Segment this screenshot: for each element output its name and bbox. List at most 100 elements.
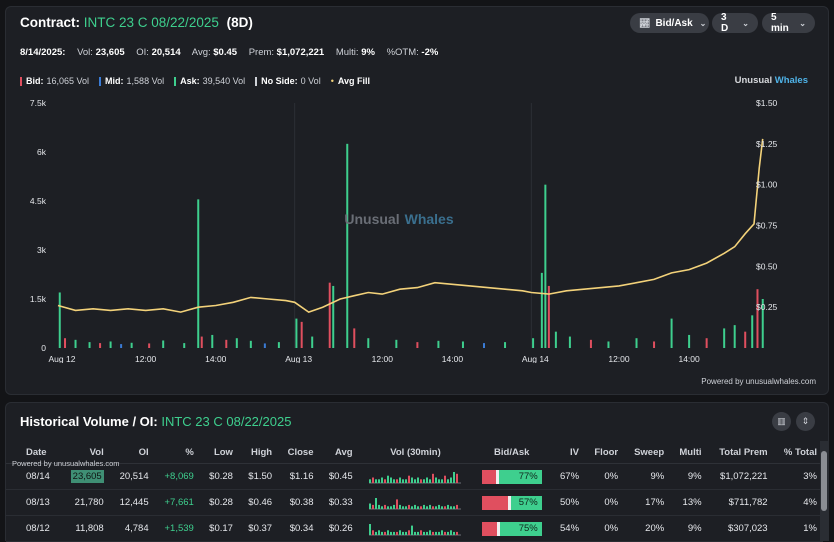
cell-prem: $1,072,221 [707, 463, 774, 490]
volume-avgfill-chart[interactable]: 0 1.5k 3k 4.5k 6k 7.5k $0.25 $0.50 $0.75 $1.00 $1.… [6, 93, 828, 363]
sparkline-bar [372, 504, 375, 509]
sparkline-bar [444, 505, 447, 509]
column-header[interactable]: % [154, 441, 200, 464]
contract-symbol: INTC 23 C 08/22/2025 [83, 15, 219, 30]
cell-oi: 4,784 [109, 515, 155, 542]
cell-total: 3% [773, 463, 823, 490]
table-scrollbar[interactable] [820, 441, 828, 541]
column-header[interactable]: Bid/Ask [472, 441, 552, 464]
column-header[interactable]: Floor [585, 441, 625, 464]
x-axis-tick: 14:00 [678, 354, 700, 363]
column-header[interactable]: Sweep [624, 441, 671, 464]
sparkline-bar [408, 504, 411, 509]
legend-avgfill[interactable]: • Avg Fill [331, 76, 373, 86]
sparkline-bar [432, 531, 435, 535]
sparkline-bar [426, 477, 429, 483]
sort-icon[interactable]: ⇕ [796, 412, 815, 431]
timeframe-dropdown[interactable]: 3 D ⌄ [712, 12, 758, 34]
cell-oi: 12,445 [109, 489, 155, 516]
column-header[interactable]: IV [551, 441, 586, 464]
powered-by[interactable]: Powered by unusualwhales.com [701, 377, 816, 386]
avg-label: Avg: [191, 47, 211, 58]
ask-portion [498, 469, 542, 484]
sparkline-bar [402, 505, 405, 509]
cell-high: $1.50 [238, 463, 279, 490]
noside-vol: 0 Vol [300, 76, 321, 86]
oi-label: OI: [136, 47, 149, 58]
cell-chg: +1,539 [154, 515, 200, 542]
otm-label: %OTM: [386, 47, 419, 58]
stats-avg: $0.45 [213, 47, 238, 58]
volume-bar-ask [367, 338, 370, 348]
sparkline-bar [429, 478, 432, 483]
stats-date: 8/14/2025: [20, 47, 66, 58]
cell-floor: 0% [585, 515, 625, 542]
left-axis-tick: 7.5k [30, 98, 47, 108]
sparkline-bar [423, 531, 426, 535]
legend-mid[interactable]: Mid: 1,588 Vol [99, 76, 164, 86]
volume-bar-bid [744, 331, 747, 348]
historical-volume-panel: Historical Volume / OI: INTC 23 C 08/22/… [5, 402, 829, 542]
column-header[interactable]: Vol (30min) [358, 441, 473, 464]
sparkline-bar [384, 478, 387, 483]
volume-bar-ask [211, 334, 214, 348]
sparkline-bar [453, 505, 456, 509]
day-stats: 8/14/2025: Vol: 23,605 OI: 20,514 Avg: $… [20, 47, 447, 58]
stats-multi: 9% [361, 47, 375, 58]
sparkline-bar [447, 504, 450, 509]
sparkline-bar [381, 477, 384, 483]
cell-low: $0.17 [199, 515, 239, 542]
ask-portion [499, 521, 542, 536]
volume-bar-ask [162, 340, 165, 348]
table-row[interactable]: 08/13 21,780 12,445 +7,661 $0.28 $0.46 $0.38 $0… [6, 489, 823, 516]
sparkline-bar [444, 475, 447, 483]
volume-bar-ask [544, 184, 547, 348]
interval-dropdown[interactable]: 5 min ⌄ [762, 12, 815, 34]
column-header[interactable]: % Total [773, 441, 823, 464]
legend-bid[interactable]: Bid: 16,065 Vol [20, 76, 89, 86]
column-header[interactable]: Date [6, 441, 61, 464]
ask-percent: 57% [518, 496, 538, 508]
column-header[interactable]: Multi [670, 441, 708, 464]
sparkline-bar [432, 473, 435, 483]
highlighted-volume: 23,605 [70, 470, 104, 483]
bid-ask-dropdown[interactable]: 📈︎ Bid/Ask ⌄ [630, 13, 709, 33]
column-header[interactable]: High [238, 441, 279, 464]
legend-ask[interactable]: Ask: 39,540 Vol [174, 76, 245, 86]
ask-percent: 77% [518, 470, 538, 482]
column-header[interactable]: Avg [319, 441, 359, 464]
mid-portion [496, 521, 500, 536]
column-header[interactable]: Low [199, 441, 239, 464]
cell-sweep: 9% [624, 463, 671, 490]
volume-bar-ask [504, 342, 507, 348]
legend-noside[interactable]: No Side: 0 Vol [255, 76, 321, 86]
scrollbar-thumb[interactable] [821, 451, 827, 511]
prem-label: Prem: [248, 47, 275, 58]
volume-bar-bid [64, 338, 67, 348]
table-row[interactable]: 08/12 11,808 4,784 +1,539 $0.17 $0.37 $0.34 $0.… [6, 515, 823, 542]
left-axis-tick: 3k [37, 245, 47, 255]
sparkline-bar [429, 504, 432, 509]
stats-vol: 23,605 [95, 47, 125, 58]
table-header: Date Vol OI% Low High Close Avg Vol (30min) Bid/… [6, 441, 823, 464]
columns-icon[interactable]: ▥ [772, 412, 791, 431]
sparkline-bar [378, 529, 381, 535]
history-label: Historical Volume / OI: [20, 414, 158, 429]
cell-vol: 21,780 [60, 489, 110, 516]
column-header[interactable]: Close [278, 441, 320, 464]
brand-part2: Whales [774, 75, 808, 86]
table-row[interactable]: 08/14 23,605 20,514 +8,069 $0.28 $1.50 $1.16 $0… [6, 463, 823, 490]
column-header[interactable]: OI [109, 441, 155, 464]
sparkline-bar [447, 531, 450, 535]
sparkline-bar [429, 529, 432, 535]
volume-bar-ask [635, 338, 638, 348]
column-header[interactable]: Total Prem [707, 441, 774, 464]
column-header[interactable]: Vol [60, 441, 110, 464]
cell-avg: $0.26 [319, 515, 359, 542]
volume-bar-mid [263, 343, 266, 348]
sparkline-bar [435, 531, 438, 535]
sparkline-bar [438, 478, 441, 483]
noside-swatch [255, 76, 258, 86]
vol-sparkline [369, 471, 462, 483]
chart-watermark: Unusual Whales [344, 211, 453, 227]
